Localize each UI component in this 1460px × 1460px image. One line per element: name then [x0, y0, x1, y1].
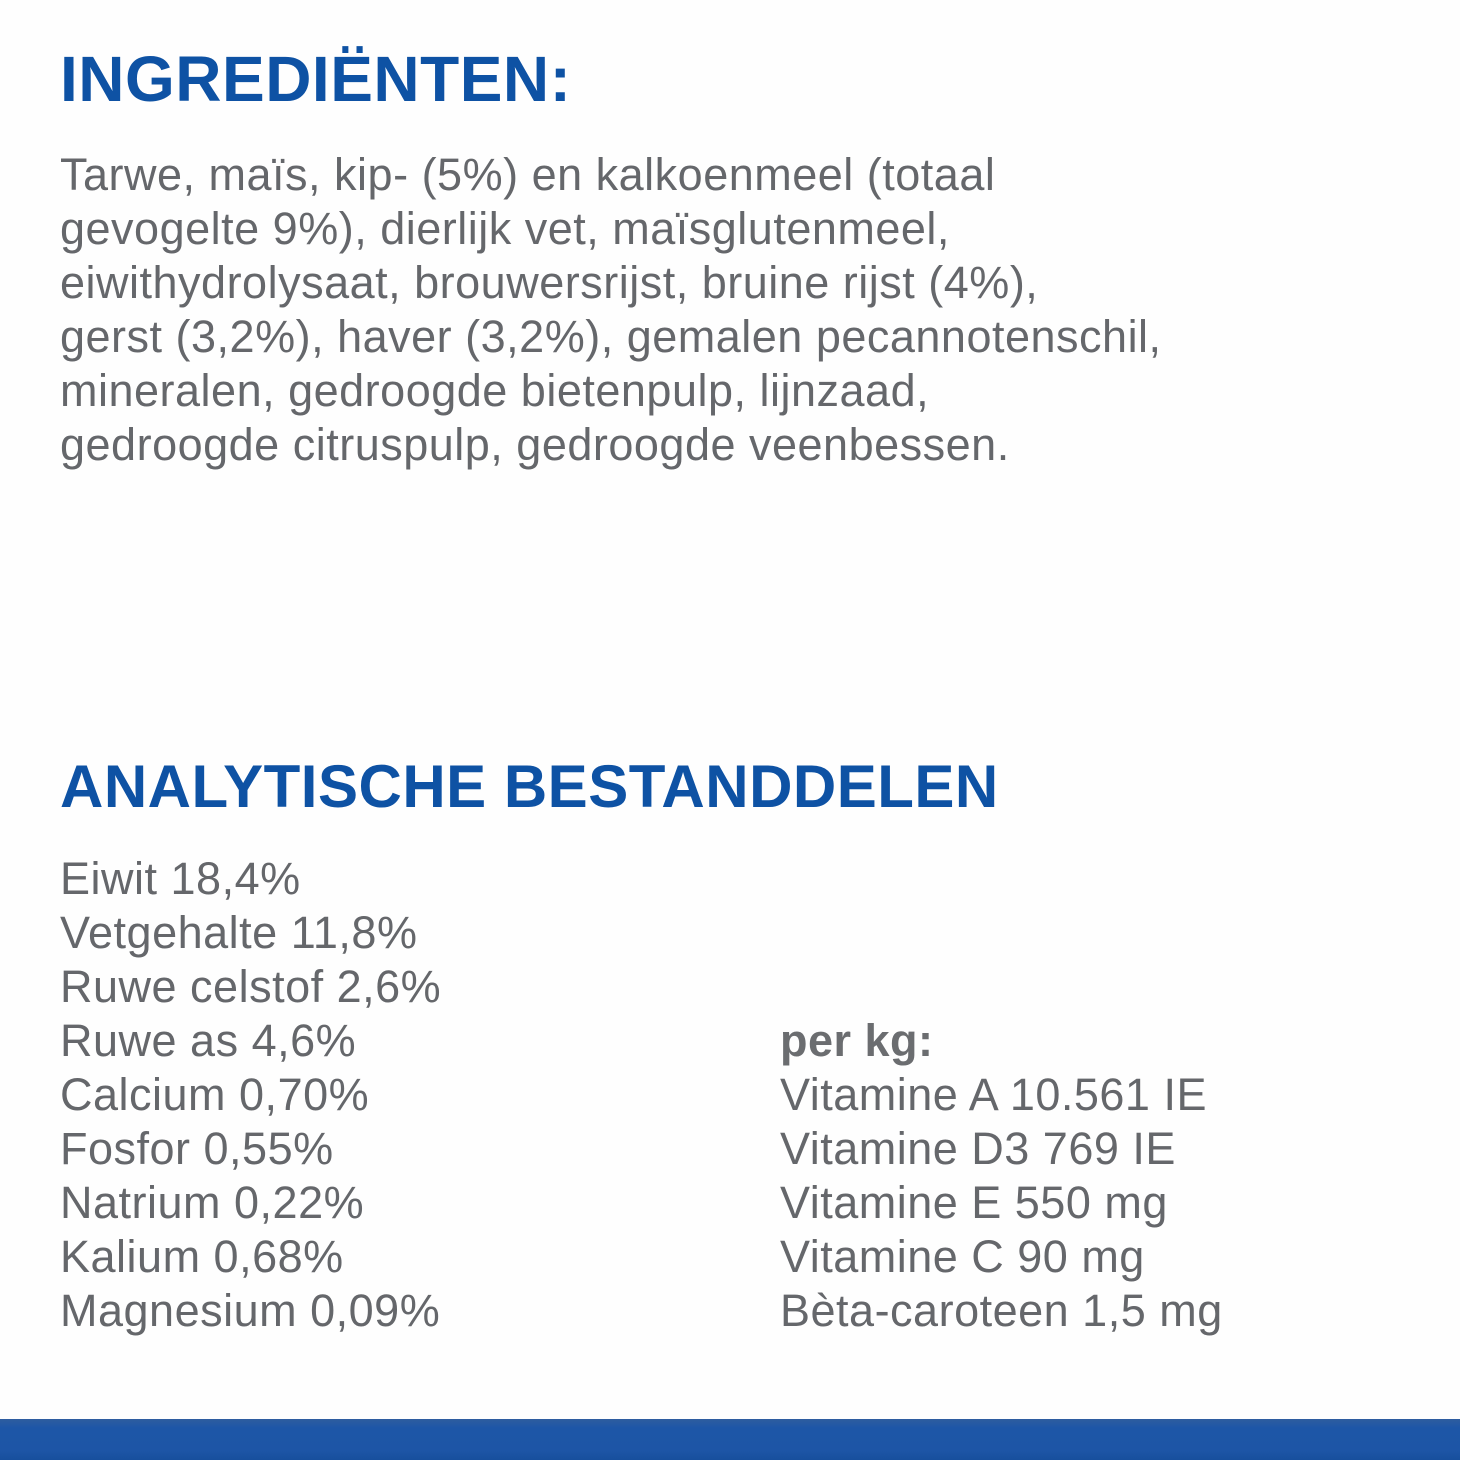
ingredients-line: eiwithydrolysaat, brouwersrijst, bruine … — [60, 257, 1039, 308]
analysis-item-eiwit: Eiwit 18,4% — [60, 853, 301, 904]
ingredients-line: gerst (3,2%), haver (3,2%), gemalen peca… — [60, 311, 1162, 362]
ingredients-paragraph: Tarwe, maïs, kip- (5%) en kalkoenmeel (t… — [60, 148, 1162, 472]
analysis-right-column: per kg: Vitamine A 10.561 IE Vitamine D3… — [780, 1014, 1223, 1338]
analysis-item-natrium: Natrium 0,22% — [60, 1177, 365, 1228]
analysis-item-magnesium: Magnesium 0,09% — [60, 1285, 441, 1336]
ingredients-line: mineralen, gedroogde bietenpulp, lijnzaa… — [60, 365, 930, 416]
analysis-item-ruwe-as: Ruwe as 4,6% — [60, 1015, 357, 1066]
analysis-item-vitamine-e: Vitamine E 550 mg — [780, 1177, 1168, 1228]
analysis-left-column: Eiwit 18,4% Vetgehalte 11,8% Ruwe celsto… — [60, 852, 441, 1338]
analysis-item-ruwe-celstof: Ruwe celstof 2,6% — [60, 961, 442, 1012]
ingredients-line: gevogelte 9%), dierlijk vet, maïsglutenm… — [60, 203, 950, 254]
ingredients-heading: INGREDIËNTEN: — [60, 43, 572, 115]
analysis-heading: ANALYTISCHE BESTANDDELEN — [60, 753, 999, 820]
analysis-item-beta-caroteen: Bèta-caroteen 1,5 mg — [780, 1285, 1223, 1336]
ingredients-line: Tarwe, maïs, kip- (5%) en kalkoenmeel (t… — [60, 149, 996, 200]
bottom-blue-bar — [0, 1419, 1460, 1460]
analysis-item-vetgehalte: Vetgehalte 11,8% — [60, 907, 418, 958]
analysis-item-vitamine-d3: Vitamine D3 769 IE — [780, 1123, 1176, 1174]
analysis-item-kalium: Kalium 0,68% — [60, 1231, 344, 1282]
analysis-item-vitamine-a: Vitamine A 10.561 IE — [780, 1069, 1207, 1120]
analysis-item-fosfor: Fosfor 0,55% — [60, 1123, 334, 1174]
ingredients-line: gedroogde citruspulp, gedroogde veenbess… — [60, 419, 1010, 470]
analysis-item-vitamine-c: Vitamine C 90 mg — [780, 1231, 1145, 1282]
per-kg-label: per kg: — [780, 1015, 934, 1066]
analysis-item-calcium: Calcium 0,70% — [60, 1069, 370, 1120]
